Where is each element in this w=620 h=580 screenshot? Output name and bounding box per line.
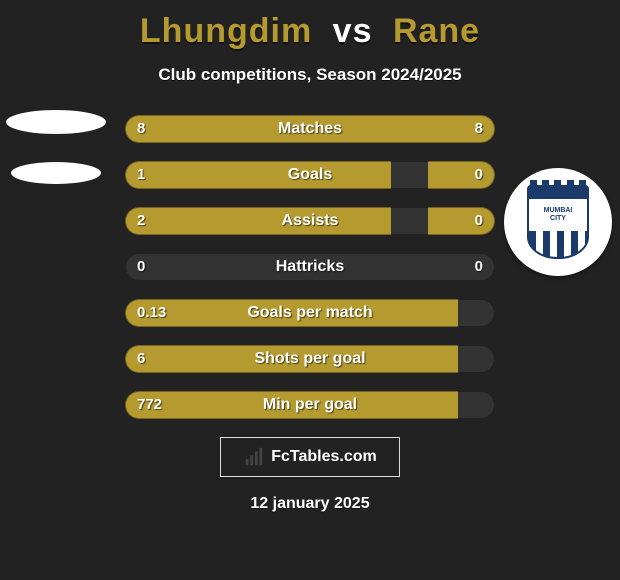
stat-row: 772Min per goal xyxy=(125,391,495,419)
player1-name: Lhungdim xyxy=(140,12,312,50)
infographic-container: Lhungdim vs Rane Club competitions, Seas… xyxy=(0,0,620,580)
player2-club-logo: MUMBAICITY xyxy=(504,168,612,276)
player1-club-logo xyxy=(6,110,106,184)
ellipse-icon xyxy=(6,110,106,134)
stat-label: Min per goal xyxy=(125,391,495,419)
player2-name: Rane xyxy=(393,12,480,50)
stat-row: 88Matches xyxy=(125,115,495,143)
crest-icon: MUMBAICITY xyxy=(527,185,589,259)
comparison-title: Lhungdim vs Rane xyxy=(0,0,620,51)
ellipse-icon xyxy=(11,162,101,184)
stat-label: Matches xyxy=(125,115,495,143)
stat-row: 10Goals xyxy=(125,161,495,189)
stat-label: Assists xyxy=(125,207,495,235)
title-vs: vs xyxy=(333,12,373,50)
stat-label: Shots per goal xyxy=(125,345,495,373)
bar-chart-icon xyxy=(243,446,265,468)
stat-label: Goals xyxy=(125,161,495,189)
stat-row: 20Assists xyxy=(125,207,495,235)
club-badge: MUMBAICITY xyxy=(504,168,612,276)
stat-row: 00Hattricks xyxy=(125,253,495,281)
stat-row: 6Shots per goal xyxy=(125,345,495,373)
stat-label: Hattricks xyxy=(125,253,495,281)
subtitle: Club competitions, Season 2024/2025 xyxy=(0,65,620,85)
date-text: 12 january 2025 xyxy=(0,495,620,513)
brand-footer: FcTables.com xyxy=(220,437,400,477)
brand-text: FcTables.com xyxy=(271,448,377,466)
stat-row: 0.13Goals per match xyxy=(125,299,495,327)
stat-label: Goals per match xyxy=(125,299,495,327)
crest-text: MUMBAICITY xyxy=(527,199,589,231)
